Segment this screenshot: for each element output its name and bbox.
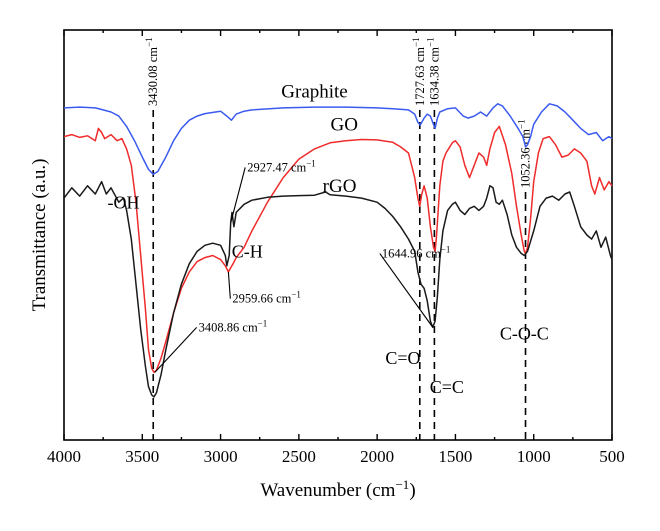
annotations: Graphite GO rGO 2927.47 cm−1 2959.66 cm−1 340…: [107, 82, 548, 397]
group-label: C=C: [430, 377, 464, 397]
annotation-leader: [227, 271, 231, 299]
marker-label: 1727.63 cm−1: [411, 37, 427, 106]
peak-annotation: 2927.47 cm−1: [247, 158, 316, 174]
series-line-rgo: [63, 180, 613, 398]
group-label: C-H: [232, 242, 263, 262]
group-label: C=O: [385, 348, 420, 368]
x-axis-ticks: 4000 3500 3000 2500 2000 1500 1000 500: [47, 30, 625, 466]
x-tick-label: 3500: [125, 447, 159, 466]
x-tick-label: 500: [599, 447, 625, 466]
x-tick-label: 2000: [360, 447, 394, 466]
annotation-leader: [379, 253, 434, 328]
x-tick-label: 2500: [282, 447, 316, 466]
group-label: -OH: [107, 192, 139, 212]
x-tick-label: 4000: [47, 447, 81, 466]
series-lines: [63, 103, 613, 398]
y-axis-title: Transmittance (a.u.): [29, 159, 50, 312]
series-line-graphite: [63, 103, 613, 176]
group-label: C-O-C: [500, 324, 549, 344]
x-tick-label: 3000: [204, 447, 238, 466]
marker-label: 3430.08 cm−1: [144, 37, 160, 106]
x-axis-title: Wavenumber (cm−1): [260, 477, 415, 501]
series-label: Graphite: [281, 82, 347, 103]
x-tick-label: 1000: [517, 447, 551, 466]
peak-annotation: 2959.66 cm−1: [232, 290, 301, 306]
annotation-leader: [154, 326, 198, 373]
series-label: GO: [331, 114, 358, 135]
marker-label: 1052.36 cm−1: [517, 119, 533, 188]
peak-annotation: 3408.86 cm−1: [199, 318, 268, 334]
x-tick-label: 1500: [438, 447, 472, 466]
series-label: rGO: [323, 176, 357, 197]
annotation-leader: [230, 167, 246, 223]
series-line-go: [63, 125, 613, 374]
marker-label: 1634.38 cm−1: [425, 37, 441, 106]
peak-annotation: 1644.96 cm−1: [382, 245, 451, 261]
